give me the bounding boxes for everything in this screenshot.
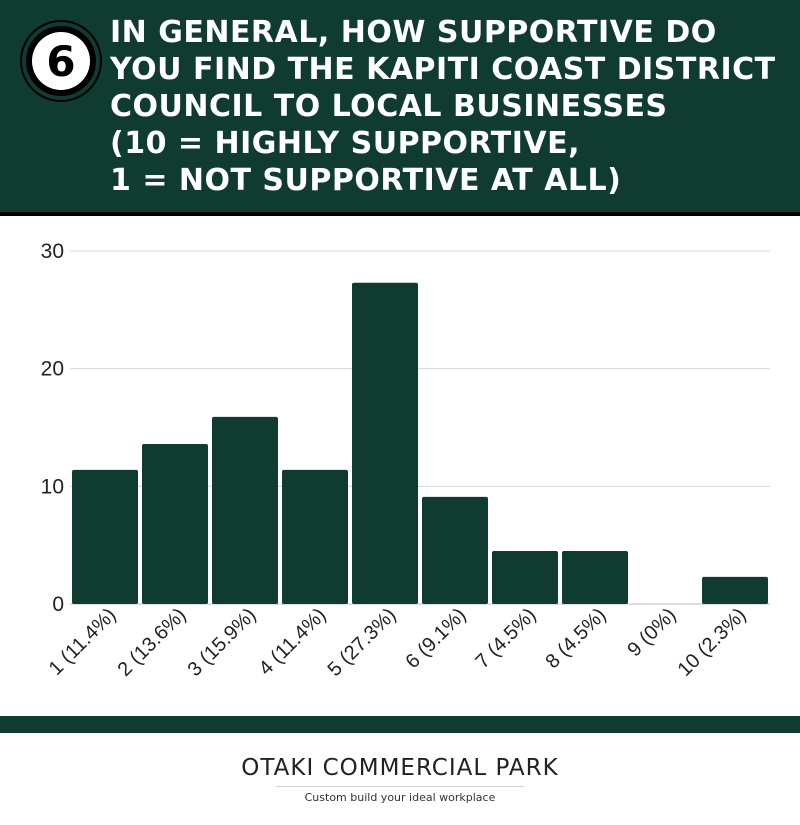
bar xyxy=(282,469,348,604)
y-tick-label: 30 xyxy=(41,240,64,263)
title-line: 1 = NOT SUPPORTIVE AT ALL) xyxy=(110,163,622,198)
x-tick-label: 10 (2.3%) xyxy=(674,604,751,681)
x-tick-label: 4 (11.4%) xyxy=(255,604,331,680)
x-tick-label: 3 (15.9%) xyxy=(184,604,261,681)
x-tick-label: 2 (13.6%) xyxy=(114,604,191,681)
bar xyxy=(352,282,418,604)
chart-title: IN GENERAL, HOW SUPPORTIVE DO YOU FIND T… xyxy=(110,14,790,199)
question-number-badge: 6 xyxy=(22,22,100,100)
brand-name: OTAKI COMMERCIAL PARK xyxy=(241,755,559,781)
x-tick-label: 5 (27.3%) xyxy=(324,604,401,681)
x-tick-label: 6 (9.1%) xyxy=(402,604,471,673)
bar xyxy=(72,469,138,604)
x-tick-label: 7 (4.5%) xyxy=(472,604,541,673)
brand-divider xyxy=(276,786,524,787)
y-tick-label: 0 xyxy=(52,593,64,616)
footer-band xyxy=(0,716,800,733)
x-tick-label: 8 (4.5%) xyxy=(542,604,611,673)
question-number: 6 xyxy=(32,32,90,90)
bar xyxy=(702,576,768,604)
bar xyxy=(422,496,488,604)
title-line: COUNCIL TO LOCAL BUSINESSES xyxy=(110,89,668,124)
x-tick-label: 9 (0%) xyxy=(623,604,680,661)
y-tick-label: 10 xyxy=(41,475,64,498)
title-line: IN GENERAL, HOW SUPPORTIVE DO xyxy=(110,15,717,50)
brand-tagline: Custom build your ideal workplace xyxy=(304,791,496,804)
bar xyxy=(492,551,558,604)
y-tick-label: 20 xyxy=(41,358,64,381)
title-line: YOU FIND THE KAPITI COAST DISTRICT xyxy=(110,52,776,87)
bar xyxy=(562,551,628,604)
bar xyxy=(142,443,208,604)
header-banner: 6 IN GENERAL, HOW SUPPORTIVE DO YOU FIND… xyxy=(0,0,800,216)
bar xyxy=(212,416,278,604)
chart-area: 0 10 20 30 1 (11.4%) 2 (13.6%) 3 (15.9%) 4 (11.… xyxy=(0,216,800,716)
title-line: (10 = HIGHLY SUPPORTIVE, xyxy=(110,126,581,161)
